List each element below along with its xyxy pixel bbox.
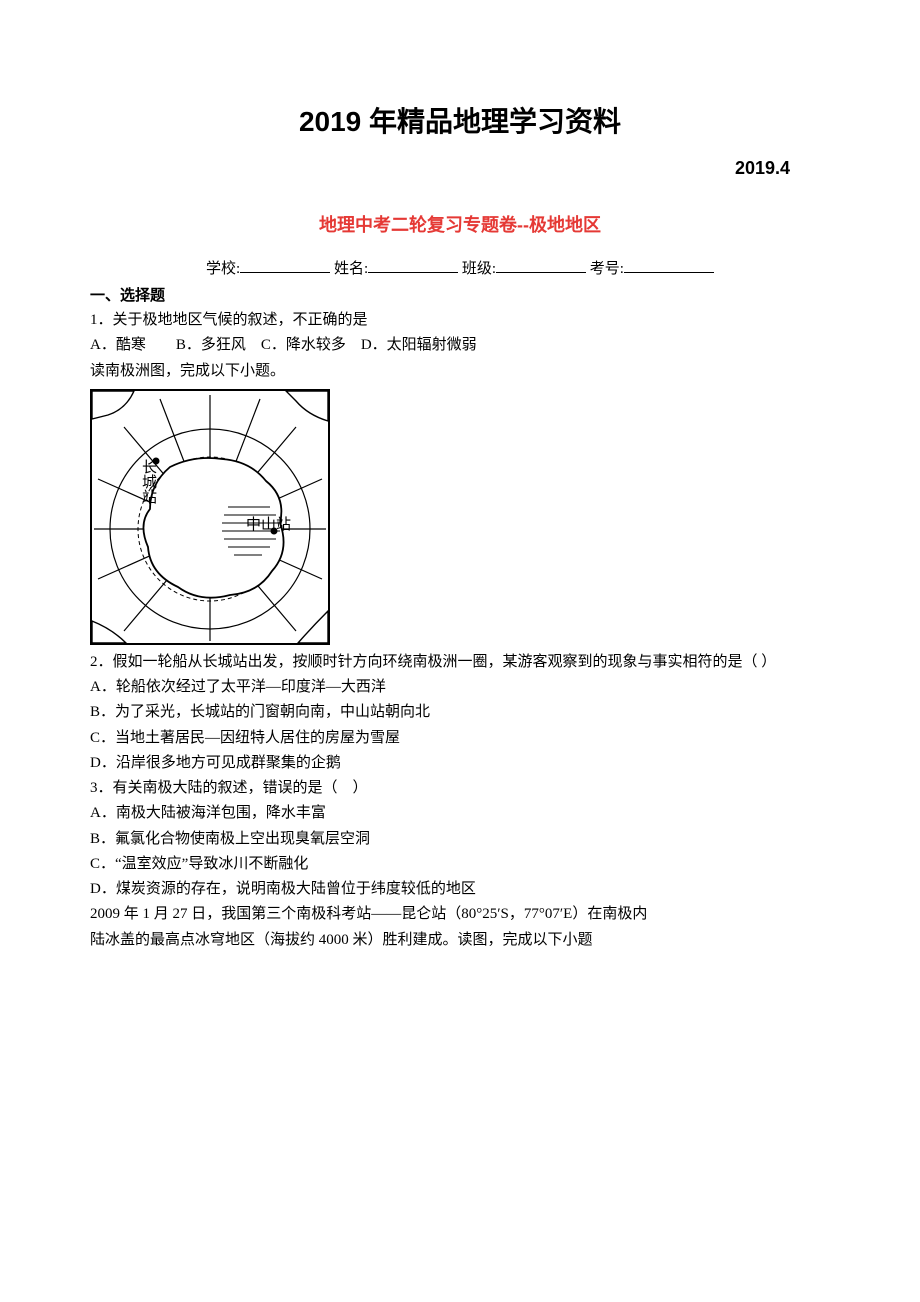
name-blank	[368, 258, 458, 273]
antarctica-map-svg: 长城站 中山站	[90, 389, 330, 645]
q2-option-b: B．为了采光，长城站的门窗朝向南，中山站朝向北	[90, 701, 830, 724]
label-zhongshan: 中山站	[246, 516, 291, 533]
examno-blank	[624, 258, 714, 273]
school-label: 学校:	[206, 261, 240, 277]
school-blank	[240, 258, 330, 273]
q3-stem: 3．有关南极大陆的叙述，错误的是（ ）	[90, 777, 830, 800]
class-label: 班级:	[462, 261, 496, 277]
examno-label: 考号:	[590, 261, 624, 277]
subtitle-text-red: 极地地区	[529, 215, 601, 235]
q2-option-d: D．沿岸很多地方可见成群聚集的企鹅	[90, 752, 830, 775]
label-changcheng: 长城站	[140, 459, 157, 504]
trailer-line-1: 2009 年 1 月 27 日，我国第三个南极科考站——昆仑站（80°25′S，…	[90, 903, 830, 926]
student-info-line: 学校: 姓名: 班级: 考号:	[90, 257, 830, 278]
q3-option-a: A．南极大陆被海洋包围，降水丰富	[90, 802, 830, 825]
date-label: 2019.4	[90, 158, 830, 179]
antarctica-figure: 长城站 中山站	[90, 389, 830, 645]
q3-option-b: B．氟氯化合物使南极上空出现臭氧层空洞	[90, 828, 830, 851]
q2-option-c: C．当地土著居民—因纽特人居住的房屋为雪屋	[90, 727, 830, 750]
section-1-heading: 一、选择题	[90, 284, 830, 305]
main-title: 2019 年精品地理学习资料	[90, 100, 830, 140]
q1-lead: 读南极洲图，完成以下小题。	[90, 360, 830, 383]
q3-option-d: D．煤炭资源的存在，说明南极大陆曾位于纬度较低的地区	[90, 878, 830, 901]
subtitle-text-1: 地理中考二轮复习专题卷--	[319, 215, 529, 235]
name-label: 姓名:	[334, 261, 368, 277]
subtitle: 地理中考二轮复习专题卷--极地地区	[90, 211, 830, 237]
trailer-line-2: 陆冰盖的最高点冰穹地区（海拔约 4000 米）胜利建成。读图，完成以下小题	[90, 929, 830, 952]
page: 2019 年精品地理学习资料 2019.4 地理中考二轮复习专题卷--极地地区 …	[0, 0, 920, 1302]
q2-option-a: A．轮船依次经过了太平洋—印度洋—大西洋	[90, 676, 830, 699]
q1-options: A．酷寒 B．多狂风 C．降水较多 D．太阳辐射微弱	[90, 334, 830, 357]
q2-stem: 2．假如一轮船从长城站出发，按顺时针方向环绕南极洲一圈，某游客观察到的现象与事实…	[90, 651, 830, 674]
class-blank	[496, 258, 586, 273]
q3-option-c: C．“温室效应”导致冰川不断融化	[90, 853, 830, 876]
q1-stem: 1．关于极地地区气候的叙述，不正确的是	[90, 309, 830, 332]
